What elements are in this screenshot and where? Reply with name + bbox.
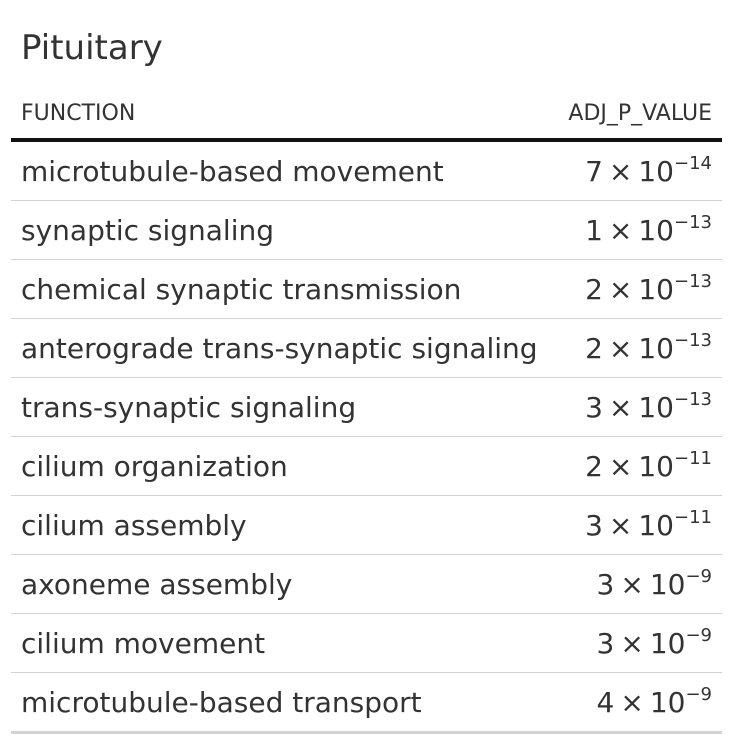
p-value-mantissa: 3 [596,626,615,660]
function-cell: trans-synaptic signaling [11,377,552,437]
function-cell: anterograde trans-synaptic signaling [11,318,552,378]
p-value-exponent: −13 [674,329,712,351]
p-value-base: 10 [638,449,674,483]
table-row: chemical synaptic transmission 2 × 10−13 [11,259,722,319]
times-sign: × [608,508,633,542]
p-value-exponent: −9 [685,565,712,587]
table-row: microtubule-based movement 7 × 10−14 [11,140,722,201]
p-value-exponent: −13 [674,388,712,410]
p-value-cell: 2 × 10−13 [552,318,722,378]
times-sign: × [608,390,633,424]
function-cell: cilium organization [11,436,552,496]
p-value-exponent: −9 [685,683,712,705]
p-value-base: 10 [649,626,686,660]
p-value-cell: 2 × 10−11 [552,436,722,496]
p-value-mantissa: 3 [596,567,615,601]
function-cell: cilium movement [11,613,552,673]
table-header: FUNCTION ADJ_P_VALUE [11,88,722,142]
p-value-base: 10 [638,331,674,365]
p-value-cell: 1 × 10−13 [552,200,722,260]
column-header-function: FUNCTION [11,88,552,142]
function-cell: microtubule-based movement [11,140,552,201]
p-value-exponent: −11 [674,506,712,528]
p-value-mantissa: 3 [585,508,603,542]
table-row: axoneme assembly 3 × 10−9 [11,554,722,614]
times-sign: × [608,331,633,365]
function-cell: synaptic signaling [11,200,552,260]
function-cell: microtubule-based transport [11,672,552,734]
table-body: microtubule-based movement 7 × 10−14 synap… [11,140,722,734]
times-sign: × [608,272,633,306]
p-value-cell: 3 × 10−9 [552,554,722,614]
p-value-base: 10 [638,390,674,424]
p-value-cell: 2 × 10−13 [552,259,722,319]
function-cell: cilium assembly [11,495,552,555]
times-sign: × [620,685,644,719]
table-row: synaptic signaling 1 × 10−13 [11,200,722,260]
p-value-mantissa: 2 [585,272,603,306]
p-value-base: 10 [638,154,674,188]
p-value-exponent: −14 [674,152,712,174]
p-value-mantissa: 3 [585,390,603,424]
header-row: FUNCTION ADJ_P_VALUE [11,88,722,142]
table-row: cilium assembly 3 × 10−11 [11,495,722,555]
table-row: anterograde trans-synaptic signaling 2 × 1… [11,318,722,378]
p-value-cell: 4 × 10−9 [552,672,722,734]
times-sign: × [608,154,633,188]
p-value-base: 10 [638,272,674,306]
p-value-base: 10 [649,685,686,719]
p-value-base: 10 [649,567,686,601]
table-row: cilium movement 3 × 10−9 [11,613,722,673]
p-value-mantissa: 1 [585,213,603,247]
p-value-cell: 7 × 10−14 [552,140,722,201]
times-sign: × [620,567,644,601]
p-value-base: 10 [638,213,674,247]
p-value-mantissa: 4 [596,685,615,719]
p-value-mantissa: 2 [585,449,603,483]
p-value-exponent: −9 [685,624,712,646]
table-row: trans-synaptic signaling 3 × 10−13 [11,377,722,437]
function-cell: axoneme assembly [11,554,552,614]
p-value-exponent: −13 [674,270,712,292]
enrichment-table: FUNCTION ADJ_P_VALUE microtubule-based m… [11,88,722,734]
column-header-adj-p-value: ADJ_P_VALUE [552,88,722,142]
table-row: cilium organization 2 × 10−11 [11,436,722,496]
function-cell: chemical synaptic transmission [11,259,552,319]
p-value-mantissa: 7 [585,154,603,188]
table-row: microtubule-based transport 4 × 10−9 [11,672,722,734]
times-sign: × [620,626,644,660]
p-value-exponent: −13 [674,211,712,233]
p-value-cell: 3 × 10−9 [552,613,722,673]
p-value-exponent: −11 [674,447,712,469]
times-sign: × [608,213,633,247]
p-value-cell: 3 × 10−13 [552,377,722,437]
times-sign: × [608,449,633,483]
table-title: Pituitary [21,28,163,68]
p-value-mantissa: 2 [585,331,603,365]
p-value-cell: 3 × 10−11 [552,495,722,555]
p-value-base: 10 [638,508,674,542]
